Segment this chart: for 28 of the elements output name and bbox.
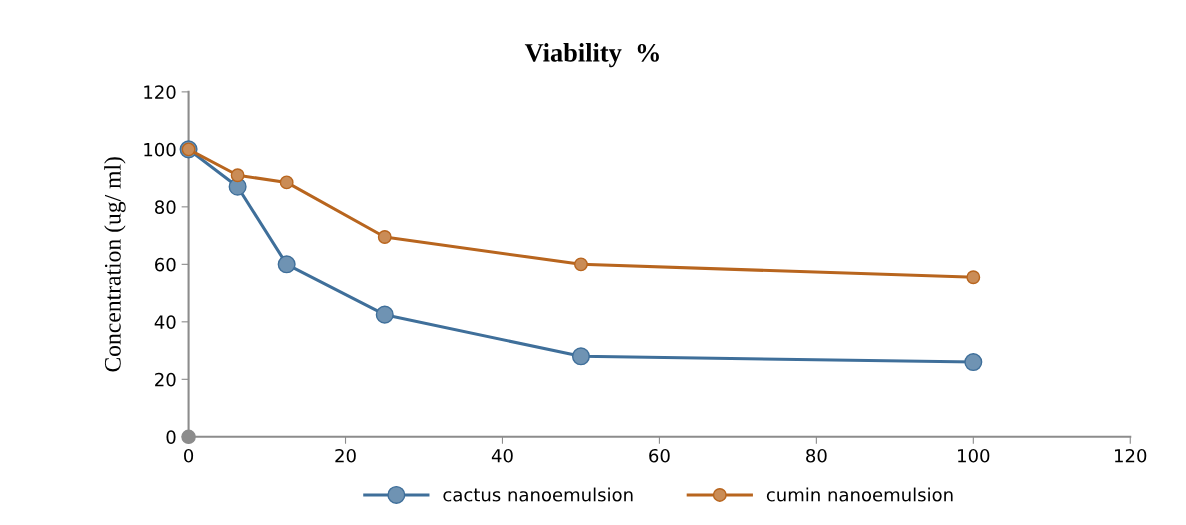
point bbox=[377, 230, 392, 244]
x-tick-label: 100 bbox=[958, 448, 990, 463]
y-tick-label: 100 bbox=[144, 142, 176, 157]
x-tick-label: 60 bbox=[649, 448, 670, 463]
point bbox=[230, 168, 245, 183]
y-axis-title: Concentration (ug/ ml) bbox=[104, 157, 126, 372]
x-tick-label: 0 bbox=[184, 448, 194, 463]
y-tick-label: 60 bbox=[155, 257, 176, 272]
point bbox=[964, 353, 983, 372]
y-tick-label: 80 bbox=[155, 200, 176, 214]
point bbox=[375, 305, 394, 324]
point bbox=[181, 429, 196, 445]
point bbox=[966, 270, 981, 285]
y-tick-label: 20 bbox=[155, 372, 176, 387]
y-tick-label: 0 bbox=[166, 430, 176, 444]
x-tick-label: 40 bbox=[491, 448, 513, 463]
point bbox=[571, 347, 590, 366]
y-tick-label: 40 bbox=[154, 315, 176, 329]
x-tick-label: 120 bbox=[1115, 448, 1147, 463]
legend-label: cumin nanoemulsion bbox=[766, 487, 953, 502]
point bbox=[277, 255, 296, 274]
point bbox=[573, 257, 588, 272]
x-tick-label: 80 bbox=[806, 448, 827, 463]
y-tick-label: 120 bbox=[144, 85, 176, 99]
point bbox=[279, 175, 294, 190]
x-tick-label: 20 bbox=[335, 448, 356, 463]
chart-title: Viability % bbox=[524, 43, 659, 68]
legend-label: cactus nanoemulsion bbox=[443, 487, 633, 502]
